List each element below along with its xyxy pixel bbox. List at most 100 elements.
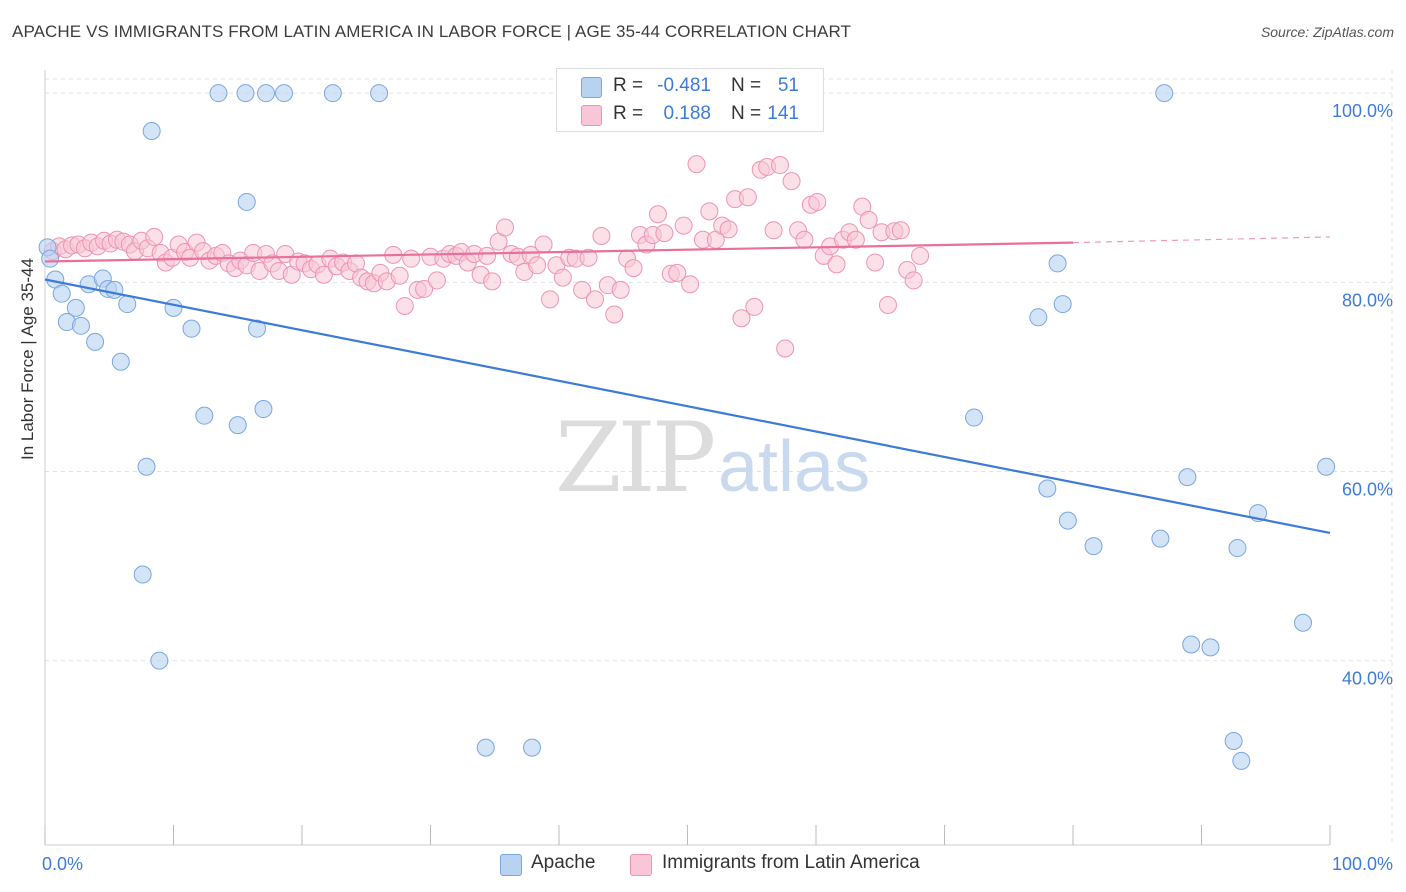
latin-america-point	[808, 192, 827, 211]
apache-point	[182, 319, 201, 338]
apache-point	[71, 316, 90, 335]
apache-point	[1155, 84, 1174, 103]
apache-point	[111, 352, 130, 371]
apache-point	[133, 565, 152, 584]
latin-america-point	[314, 265, 333, 284]
latin-america-point	[573, 280, 592, 299]
latin-america-points	[43, 155, 930, 358]
apache-point	[137, 457, 156, 476]
x-tick-label: 0.0%	[42, 854, 83, 874]
latin-america-point	[478, 246, 497, 265]
apache-point	[1084, 537, 1103, 556]
latin-america-point	[891, 221, 910, 240]
apache-point	[1151, 529, 1170, 548]
apache-point	[248, 319, 267, 338]
latin-america-trend-line	[44, 241, 1074, 263]
latin-america-point	[674, 216, 693, 235]
apache-label: Apache	[531, 852, 596, 873]
apache-point	[1228, 539, 1247, 558]
apache-point	[118, 295, 137, 314]
latin-america-point	[427, 271, 446, 290]
latin-america-point	[655, 224, 674, 243]
legend-n-value: 141	[767, 103, 799, 124]
latin-america-point	[878, 296, 897, 315]
latin-america-point	[611, 280, 630, 299]
latin-america-point	[866, 253, 885, 272]
apache-point	[236, 84, 255, 103]
apache-point	[1053, 295, 1072, 314]
latin-america-point	[745, 297, 764, 316]
y-tick-labels: 40.0% 60.0% 80.0% 100.0%	[1332, 101, 1393, 688]
apache-point	[52, 284, 71, 303]
x-tick-label: 100.0%	[1332, 854, 1393, 874]
apache-point	[195, 406, 214, 425]
legend-r-value: -0.481	[657, 75, 711, 96]
latin-america-point	[585, 290, 604, 309]
latin-america-point	[579, 248, 598, 267]
apache-point	[1224, 731, 1243, 750]
apache-point	[275, 84, 294, 103]
apache-point	[257, 84, 276, 103]
apache-point	[41, 249, 60, 268]
watermark-atlas: atlas	[718, 427, 871, 507]
apache-point	[1029, 308, 1048, 327]
apache-point	[150, 651, 169, 670]
apache-point	[66, 298, 85, 317]
apache-point	[1178, 468, 1197, 487]
y-tick-label: 100.0%	[1332, 101, 1393, 121]
latin-america-point	[592, 226, 611, 245]
latin-america-point	[496, 218, 515, 237]
y-axis-title: In Labor Force | Age 35-44	[18, 258, 37, 460]
legend-n-label: N =	[731, 75, 762, 96]
apache-point	[228, 416, 247, 435]
latin-america-point	[145, 227, 164, 246]
latin-america-point	[687, 155, 706, 174]
apache-point	[370, 84, 389, 103]
latin-america-point	[719, 220, 738, 239]
apache-point	[1294, 613, 1313, 632]
legend-r-label: R =	[613, 103, 644, 124]
apache-point	[323, 84, 342, 103]
latin-america-trend-extension	[1072, 236, 1331, 244]
latin-america-point	[668, 263, 687, 282]
latin-america-point	[534, 235, 553, 254]
latin-america-point	[782, 172, 801, 191]
latin-america-point	[859, 210, 878, 229]
apache-swatch	[581, 77, 602, 98]
legend-r-value: 0.188	[663, 103, 711, 124]
latin-america-point	[827, 255, 846, 274]
latin-america-point	[700, 202, 719, 221]
axes: 0.0% 100.0%	[42, 70, 1393, 874]
apache-point	[476, 738, 495, 757]
y-tick-label: 60.0%	[1342, 479, 1393, 499]
apache-point	[965, 408, 984, 427]
latin-america-point	[648, 205, 667, 224]
apache-point	[142, 122, 161, 141]
latin-america-point	[553, 268, 572, 287]
latin-america-point	[846, 230, 865, 249]
trend-lines	[44, 236, 1331, 535]
apache-point	[86, 332, 105, 351]
latin-america-point	[390, 266, 409, 285]
y-tick-label: 40.0%	[1342, 669, 1393, 689]
apache-point	[1201, 638, 1220, 657]
apache-points	[38, 84, 1336, 770]
correlation-legend: R = -0.481 N = 51 R = 0.188 N = 141	[556, 68, 824, 132]
latin-america-swatch	[630, 854, 652, 876]
legend-row-apache: R = -0.481 N = 51	[557, 73, 823, 101]
latin-america-point	[904, 271, 923, 290]
apache-point	[254, 400, 273, 419]
apache-point	[1048, 254, 1067, 273]
apache-point	[105, 280, 124, 299]
apache-point	[237, 192, 256, 211]
y-tick-label: 80.0%	[1342, 290, 1393, 310]
latin-america-point	[795, 230, 814, 249]
latin-america-point	[911, 246, 930, 265]
latin-america-point	[776, 339, 795, 358]
latin-america-point	[764, 221, 783, 240]
latin-america-point	[541, 290, 560, 309]
latin-america-label: Immigrants from Latin America	[662, 852, 920, 873]
apache-trend-line	[44, 278, 1331, 535]
chart-source: Source: ZipAtlas.com	[1260, 24, 1394, 40]
